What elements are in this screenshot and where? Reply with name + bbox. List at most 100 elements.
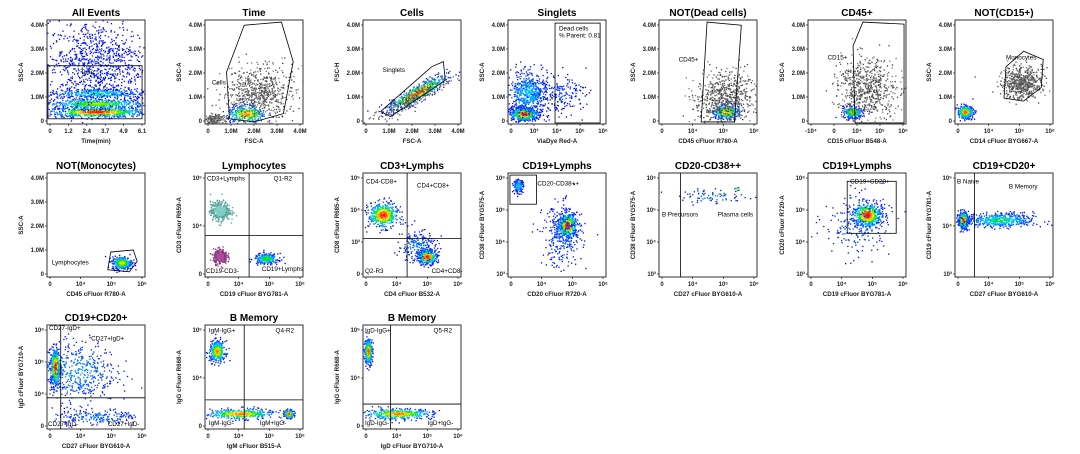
x-tick-label: 10⁵ [107, 282, 117, 288]
x-tick-label: 10⁶ [295, 282, 305, 288]
y-axis-label: SSC-A [176, 62, 183, 82]
gate-rect [47, 65, 143, 120]
x-tick-label: 3.0M [428, 129, 441, 135]
x-tick-label: 0 [364, 129, 368, 135]
y-tick-label: 1.0M [31, 95, 44, 101]
x-axis-label: CD4 cFluor B532-A [384, 291, 441, 298]
event-density [47, 20, 145, 124]
x-axis-label: FSC-A [403, 138, 422, 145]
gate-label: Cells [212, 79, 226, 86]
gate-label: IgD-IgG+ [365, 327, 391, 334]
gate-label: B Precursors [662, 212, 698, 219]
x-tick-label: 4.9 [119, 129, 128, 135]
x-tick-label: 0 [206, 434, 210, 440]
gate-label: CD19-CD3- [206, 268, 239, 275]
gate-label: CD19+CD20+ [850, 178, 890, 185]
y-tick-label: 1.0M [792, 95, 805, 101]
x-tick-label: 10⁶ [598, 282, 608, 288]
y-tick-label: 10⁶ [496, 176, 506, 182]
y-tick-label: 10³ [496, 271, 505, 278]
y-axis-label: SSC-A [779, 62, 786, 82]
panel-cd19cd20b: CD19+CD20+CD27-IgD+ CD27+IgD+ CD27-IgD- CD2… [18, 313, 147, 450]
x-axis-label: CD19 cFluor BYG781-A [823, 291, 892, 298]
gate-polygon [107, 249, 138, 273]
gate-label: CD45+ [679, 57, 699, 64]
event-density [363, 68, 461, 124]
y-tick-label: 10⁴ [795, 240, 805, 246]
panel-cd3: CD3+Lymphs CD4-CD8+ CD4+CD8+ Q2-R3 CD4+CD8- 0… [334, 161, 463, 298]
x-tick-label: 10⁵ [265, 282, 275, 288]
y-tick-label: 4.0M [189, 23, 202, 29]
event-density [955, 60, 1053, 122]
x-axis-label: FSC-A [245, 138, 264, 145]
y-tick-label: 0 [199, 119, 203, 125]
y-axis-label: SSC-A [479, 62, 486, 82]
panel-title: Time [242, 8, 266, 19]
event-density [205, 53, 303, 124]
x-tick-label: 10⁶ [898, 282, 908, 288]
gate-label: Time [80, 69, 94, 76]
x-tick-label: 4.0M [293, 129, 306, 135]
plot-frame [507, 172, 607, 278]
x-tick-label: 10³ [530, 128, 539, 135]
y-axis-label: SSC-A [926, 62, 933, 82]
y-axis-label: CD38 cFluor BYG575-A [630, 190, 637, 259]
y-tick-label: 10⁵ [351, 328, 361, 334]
y-tick-label: 0 [949, 119, 953, 125]
y-tick-label: 10⁴ [350, 376, 360, 382]
panel-cells: Cells Singlets 0 1.0M 2.0M 3.0M 4.0M 0 1.0M 2.0M 3… [334, 8, 465, 145]
x-tick-label: 6.1 [138, 129, 147, 135]
panel-title: B Memory [230, 313, 279, 324]
x-axis-label: CD27 cFluor BYG610-A [674, 291, 743, 298]
y-tick-label: 1.0M [939, 95, 952, 101]
x-tick-label: 0 [509, 129, 513, 135]
y-tick-label: 10⁵ [496, 208, 506, 214]
y-axis-label: CD38 cFluor BYG575-A [479, 190, 486, 259]
x-tick-label: 10⁴ [688, 282, 698, 288]
y-tick-label: 3.0M [643, 47, 656, 53]
x-tick-label: 10⁴ [837, 282, 847, 288]
gate-label: B Naive [957, 178, 980, 185]
plot-frame [362, 19, 462, 125]
y-tick-label: 0 [41, 119, 45, 125]
x-axis-label: CD27 cFluor BYG610-A [970, 291, 1039, 298]
panel-cd45: CD45+ CD15+ -10⁴ 0 10⁴ 10⁵ 10⁶ 0 1.0M 2.0M 3.0M 4.0… [779, 8, 908, 145]
x-axis-label: CD45 cFluor R780-A [66, 291, 126, 298]
y-tick-label: 0 [41, 272, 45, 278]
panel-time: Time Cells 0 1.0M 2.0M 3.0M 4.0M 0 1.0M 2.0M 3.0M 4… [176, 8, 307, 145]
x-tick-label: 0 [48, 434, 52, 440]
y-tick-label: 10³ [796, 271, 805, 278]
x-tick-label: 2.4 [83, 129, 92, 135]
event-density [364, 197, 442, 269]
x-tick-label: 10⁴ [688, 129, 698, 135]
event-density [682, 59, 757, 124]
y-axis-label: CD8 cFluor R685-A [334, 196, 341, 253]
x-tick-label: 10⁴ [392, 282, 402, 288]
panel-title: NOT(CD15+) [974, 8, 1033, 19]
x-tick-label: 10⁵ [868, 282, 878, 288]
y-tick-label: 10⁴ [34, 392, 44, 398]
panel-bmem1: B Memory IgM-IgG+ Q4-R2 IgM-IgG- IgM+IgG- 0 10… [176, 313, 305, 450]
x-tick-label: 0 [956, 129, 960, 135]
y-tick-label: 2.0M [792, 71, 805, 77]
panel-not-cd15: NOT(CD15+) Monocytes 0 10⁴ 10⁵ 10⁶ 0 1.0M 2.0M 3.… [926, 8, 1055, 145]
x-tick-label: 10⁴ [76, 282, 86, 288]
y-tick-label: 4.0M [492, 23, 505, 29]
plot-frame [658, 19, 758, 125]
y-tick-label: 10⁶ [647, 176, 657, 182]
x-tick-label: 10⁴ [234, 434, 244, 440]
panel-title: CD19+CD20+ [65, 313, 128, 324]
gate-polygon [226, 21, 294, 123]
x-tick-label: 4.0M [451, 129, 464, 135]
y-tick-label: 10⁶ [35, 328, 45, 334]
y-tick-label: 3.0M [792, 47, 805, 53]
y-tick-label: 4.0M [792, 23, 805, 29]
event-density [660, 187, 757, 206]
panel-cd19b: CD19+Lymphs CD19+CD20+ 0 10⁴ 10⁵ 10⁶ 10³ 10⁴ 10⁵… [779, 161, 908, 298]
x-axis-label: ViaDye Red-A [537, 138, 578, 145]
gate-label: B Memory [1009, 184, 1039, 191]
x-tick-label: 1.2 [64, 129, 73, 135]
x-tick-label: 10⁶ [453, 282, 463, 288]
gate-label: CD4+CD8+ [417, 183, 450, 190]
y-tick-label: 3.0M [492, 47, 505, 53]
